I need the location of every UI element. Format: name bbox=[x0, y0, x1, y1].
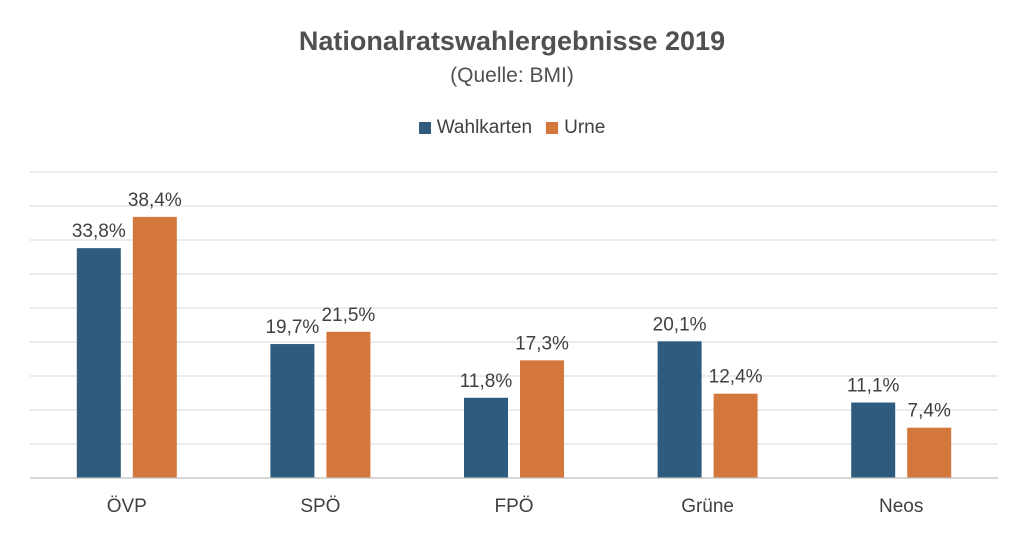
data-label-wahlkarten-0: 33,8% bbox=[72, 221, 126, 242]
data-label-wahlkarten-3: 20,1% bbox=[653, 314, 707, 335]
data-label-wahlkarten-4: 11,1% bbox=[847, 376, 900, 397]
data-label-urne-1: 21,5% bbox=[321, 305, 375, 326]
legend: Wahlkarten Urne bbox=[0, 117, 1024, 139]
legend-swatch-wahlkarten bbox=[418, 122, 431, 134]
bar-urne-0 bbox=[132, 216, 177, 478]
legend-item-urne: Urne bbox=[546, 117, 605, 139]
legend-label-wahlkarten: Wahlkarten bbox=[436, 117, 533, 138]
legend-swatch-urne bbox=[546, 122, 559, 134]
bar-urne-4 bbox=[907, 427, 952, 478]
bar-urne-2 bbox=[520, 360, 564, 478]
bars: 33,8%38,4% ÖVP 19,7%21,5% SPÖ 11,8%17,3% FPÖ 2… bbox=[72, 190, 952, 517]
bar-wahlkarten-0 bbox=[76, 248, 121, 478]
legend-label-urne: Urne bbox=[564, 117, 606, 138]
category-label-4: Neos bbox=[879, 496, 923, 517]
bar-urne-1 bbox=[326, 331, 371, 478]
bar-wahlkarten-3 bbox=[657, 341, 702, 478]
chart-subtitle: (Quelle: BMI) bbox=[450, 64, 574, 87]
category-label-0: ÖVP bbox=[107, 496, 147, 517]
category-label-3: Grüne bbox=[681, 496, 734, 517]
legend-item-wahlkarten: Wahlkarten bbox=[418, 117, 533, 139]
data-label-wahlkarten-1: 19,7% bbox=[265, 317, 319, 338]
data-label-urne-4: 7,4% bbox=[908, 401, 951, 422]
data-label-urne-2: 17,3% bbox=[515, 333, 569, 354]
data-label-wahlkarten-2: 11,8% bbox=[460, 371, 513, 392]
bar-urne-3 bbox=[713, 393, 758, 478]
data-label-urne-0: 38,4% bbox=[128, 190, 182, 211]
bar-wahlkarten-4 bbox=[851, 402, 896, 478]
category-label-2: FPÖ bbox=[494, 496, 533, 517]
category-label-1: SPÖ bbox=[300, 496, 340, 517]
bar-wahlkarten-2 bbox=[464, 397, 508, 478]
data-label-urne-3: 12,4% bbox=[709, 367, 763, 388]
gridlines bbox=[30, 171, 998, 445]
chart-title: Nationalratswahlergebnisse 2019 bbox=[298, 26, 726, 56]
bar-wahlkarten-1 bbox=[270, 344, 315, 478]
